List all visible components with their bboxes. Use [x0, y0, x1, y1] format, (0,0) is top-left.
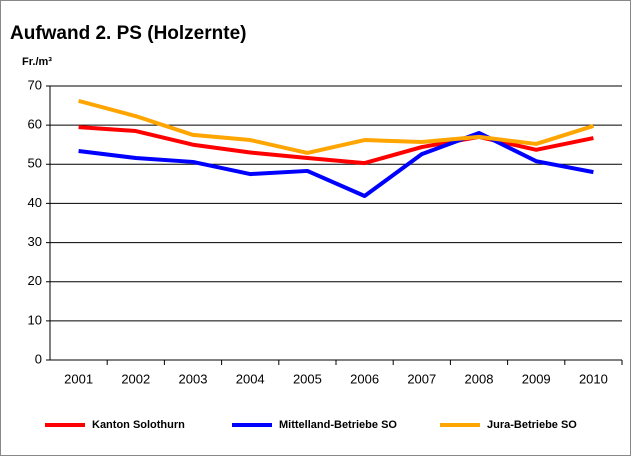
legend-label: Kanton Solothurn — [92, 419, 185, 431]
y-tick-label: 30 — [28, 234, 42, 249]
y-tick-label: 60 — [28, 117, 42, 132]
y-tick-label: 40 — [28, 195, 42, 210]
y-tick-label: 50 — [28, 156, 42, 171]
x-tick-label: 2007 — [407, 371, 436, 386]
series-line — [78, 125, 594, 166]
legend-label: Jura-Betriebe SO — [487, 419, 577, 431]
x-tick-label: 2009 — [522, 371, 551, 386]
x-tick-label: 2010 — [579, 371, 608, 386]
x-tick-label: 2001 — [64, 371, 93, 386]
legend-label: Mittelland-Betriebe SO — [279, 419, 397, 431]
series-line — [78, 130, 594, 198]
x-tick-label: 2003 — [179, 371, 208, 386]
x-tick-label: 2004 — [236, 371, 265, 386]
y-tick-label: 0 — [35, 351, 42, 366]
x-tick-label: 2008 — [465, 371, 494, 386]
x-tick-label: 2005 — [293, 371, 322, 386]
y-tick-label: 70 — [28, 77, 42, 92]
y-tick-label: 20 — [28, 273, 42, 288]
y-axis-label: Fr./m³ — [22, 56, 52, 68]
x-tick-label: 2006 — [350, 371, 379, 386]
y-tick-label: 10 — [28, 312, 42, 327]
x-tick-label: 2002 — [121, 371, 150, 386]
series-line — [78, 98, 595, 155]
chart-title: Aufwand 2. PS (Holzernte) — [10, 23, 246, 44]
